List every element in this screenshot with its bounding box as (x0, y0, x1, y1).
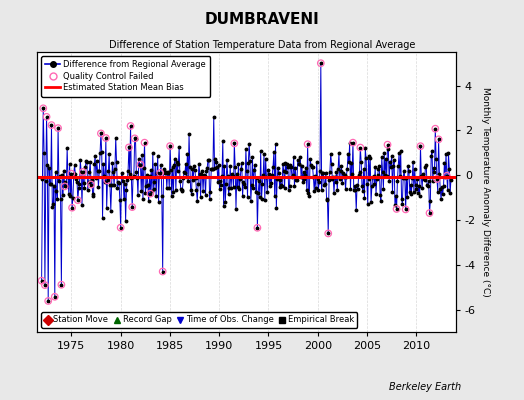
Point (324, 230, 332, 237)
Point (136, 161, 145, 168)
Point (156, 170, 165, 176)
Point (425, 210, 434, 216)
Point (87, 181, 95, 188)
Point (128, 204, 136, 210)
Point (42, 114, 51, 120)
Point (67, 170, 75, 177)
Point (51, 294, 59, 300)
Point (39, 105, 48, 112)
Y-axis label: Monthly Temperature Anomaly Difference (°C): Monthly Temperature Anomaly Difference (… (481, 87, 490, 297)
Point (60, 183, 69, 190)
Text: Difference of Station Temperature Data from Regional Average: Difference of Station Temperature Data f… (109, 40, 415, 50)
Point (102, 135, 110, 141)
Point (130, 135, 139, 142)
Point (434, 136, 443, 142)
Point (140, 140, 149, 146)
Point (79, 169, 87, 175)
Point (146, 190, 155, 197)
Point (57, 282, 66, 288)
Point (230, 140, 238, 146)
Text: Berkeley Earth: Berkeley Earth (389, 382, 461, 392)
Text: DUMBRAVENI: DUMBRAVENI (205, 12, 319, 27)
Point (158, 268, 167, 275)
Point (401, 206, 410, 213)
Legend: Station Move, Record Gap, Time of Obs. Change, Empirical Break: Station Move, Record Gap, Time of Obs. C… (41, 312, 357, 328)
Point (392, 206, 401, 212)
Point (431, 126, 440, 132)
Point (166, 143, 174, 149)
Point (54, 125, 62, 131)
Point (41, 282, 49, 288)
Point (349, 140, 357, 146)
Point (443, 172, 451, 179)
Point (316, 60, 325, 66)
Point (125, 144, 133, 151)
Point (416, 143, 424, 149)
Point (356, 144, 365, 151)
Point (103, 177, 112, 184)
Point (68, 204, 77, 211)
Point (384, 142, 392, 148)
Point (433, 176, 441, 182)
Point (44, 298, 52, 304)
Point (74, 197, 82, 203)
Point (97, 130, 105, 137)
Point (126, 123, 135, 129)
Point (253, 225, 261, 231)
Point (37, 278, 46, 284)
Point (116, 224, 125, 231)
Point (47, 122, 56, 128)
Point (303, 141, 312, 147)
